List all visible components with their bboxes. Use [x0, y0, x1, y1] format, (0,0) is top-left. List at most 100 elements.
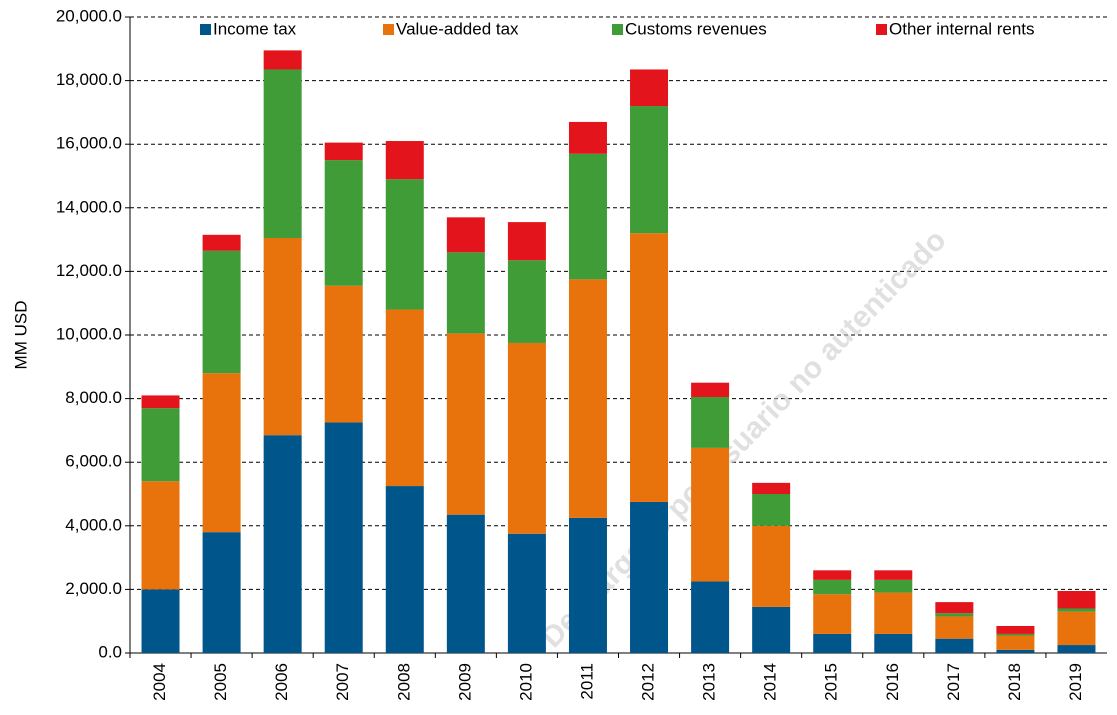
bar-segment — [263, 69, 302, 239]
bar-segment — [752, 525, 791, 607]
bar-segment — [202, 250, 241, 374]
bar-segment — [568, 153, 607, 280]
bar-segment — [324, 142, 363, 161]
y-tick-label: 0.0 — [98, 642, 122, 661]
bar-segment — [324, 422, 363, 653]
bar-segment — [202, 373, 241, 533]
bar-segment — [874, 570, 913, 580]
bar-segment — [385, 141, 424, 180]
bar-segment — [202, 234, 241, 251]
bar-segment — [446, 333, 485, 515]
legend-swatch — [200, 24, 211, 35]
y-tick-label: 12,000.0 — [56, 261, 122, 280]
bar-segment — [446, 252, 485, 334]
bar-segment — [874, 633, 913, 653]
x-tick-label: 2016 — [883, 663, 902, 701]
x-tick-label: 2013 — [700, 663, 719, 701]
bar-segment — [630, 106, 669, 234]
bar-segment — [691, 382, 730, 398]
bar-segment — [691, 581, 730, 653]
y-tick-label: 16,000.0 — [56, 134, 122, 153]
bar-segment — [385, 486, 424, 653]
y-tick-label: 14,000.0 — [56, 197, 122, 216]
bar-segment — [446, 217, 485, 253]
x-tick-label: 2006 — [272, 663, 291, 701]
bar-segment — [691, 397, 730, 448]
x-tick-label: 2018 — [1005, 663, 1024, 701]
bar-segment — [1057, 608, 1096, 612]
legend-swatch — [876, 24, 887, 35]
x-tick-label: 2008 — [394, 663, 413, 701]
bar-segment — [507, 533, 546, 653]
bar-segment — [568, 279, 607, 518]
bar-segment — [935, 602, 974, 614]
x-tick-label: 2017 — [944, 663, 963, 701]
legend-label: Other internal rents — [889, 19, 1035, 38]
bar-segment — [141, 589, 180, 653]
bar-segment — [141, 395, 180, 409]
bar-segment — [996, 635, 1035, 650]
x-tick-label: 2007 — [333, 663, 352, 701]
bar-segment — [874, 592, 913, 634]
x-tick-label: 2004 — [150, 663, 169, 701]
bar-segment — [507, 222, 546, 261]
bar-segment — [813, 570, 852, 580]
x-tick-label: 2010 — [516, 663, 535, 701]
bar-segment — [568, 517, 607, 653]
bar-segment — [630, 233, 669, 502]
y-tick-label: 2,000.0 — [65, 579, 122, 598]
y-tick-label: 4,000.0 — [65, 515, 122, 534]
bar-segment — [141, 481, 180, 590]
x-tick-label: 2014 — [761, 663, 780, 701]
bar-segment — [874, 579, 913, 593]
bar-segment — [507, 342, 546, 534]
bar-segment — [935, 613, 974, 617]
bar-segment — [813, 594, 852, 634]
bar-segment — [385, 309, 424, 487]
legend-swatch — [383, 24, 394, 35]
bar-segment — [813, 633, 852, 653]
bar-segment — [630, 69, 669, 107]
x-tick-label: 2005 — [211, 663, 230, 701]
bar-segment — [752, 494, 791, 526]
y-tick-label: 6,000.0 — [65, 452, 122, 471]
bar-segment — [568, 121, 607, 154]
y-tick-label: 8,000.0 — [65, 388, 122, 407]
legend-label: Customs revenues — [625, 19, 767, 38]
bar-segment — [141, 408, 180, 482]
bar-segment — [813, 579, 852, 595]
bar-segment — [1057, 645, 1096, 653]
bar-segment — [263, 238, 302, 436]
bar-segment — [1057, 590, 1096, 609]
bar-segment — [996, 633, 1035, 636]
bar-segment — [507, 260, 546, 343]
y-axis-label: MM USD — [11, 301, 30, 370]
bar-segment — [324, 285, 363, 423]
x-tick-label: 2015 — [822, 663, 841, 701]
legend-label: Income tax — [213, 19, 297, 38]
x-tick-label: 2011 — [577, 663, 596, 700]
bar-segment — [202, 532, 241, 653]
legend-swatch — [612, 24, 623, 35]
bar-segment — [996, 625, 1035, 634]
bar-segment — [1057, 611, 1096, 646]
bar-segment — [752, 482, 791, 494]
bar-segment — [324, 160, 363, 286]
bar-segment — [630, 501, 669, 653]
y-tick-label: 10,000.0 — [56, 324, 122, 343]
bar-segment — [691, 447, 730, 582]
bar-segment — [385, 179, 424, 310]
bar-segment — [935, 616, 974, 639]
bar-segment — [263, 435, 302, 653]
y-tick-label: 18,000.0 — [56, 70, 122, 89]
bar-segment — [263, 50, 302, 70]
bar-segment — [752, 606, 791, 653]
legend-label: Value-added tax — [396, 19, 519, 38]
y-tick-label: 20,000.0 — [56, 6, 122, 25]
x-tick-label: 2009 — [455, 663, 474, 701]
bar-segment — [446, 514, 485, 653]
x-tick-label: 2019 — [1066, 663, 1085, 701]
bar-segment — [996, 649, 1035, 653]
bar-segment — [935, 638, 974, 653]
